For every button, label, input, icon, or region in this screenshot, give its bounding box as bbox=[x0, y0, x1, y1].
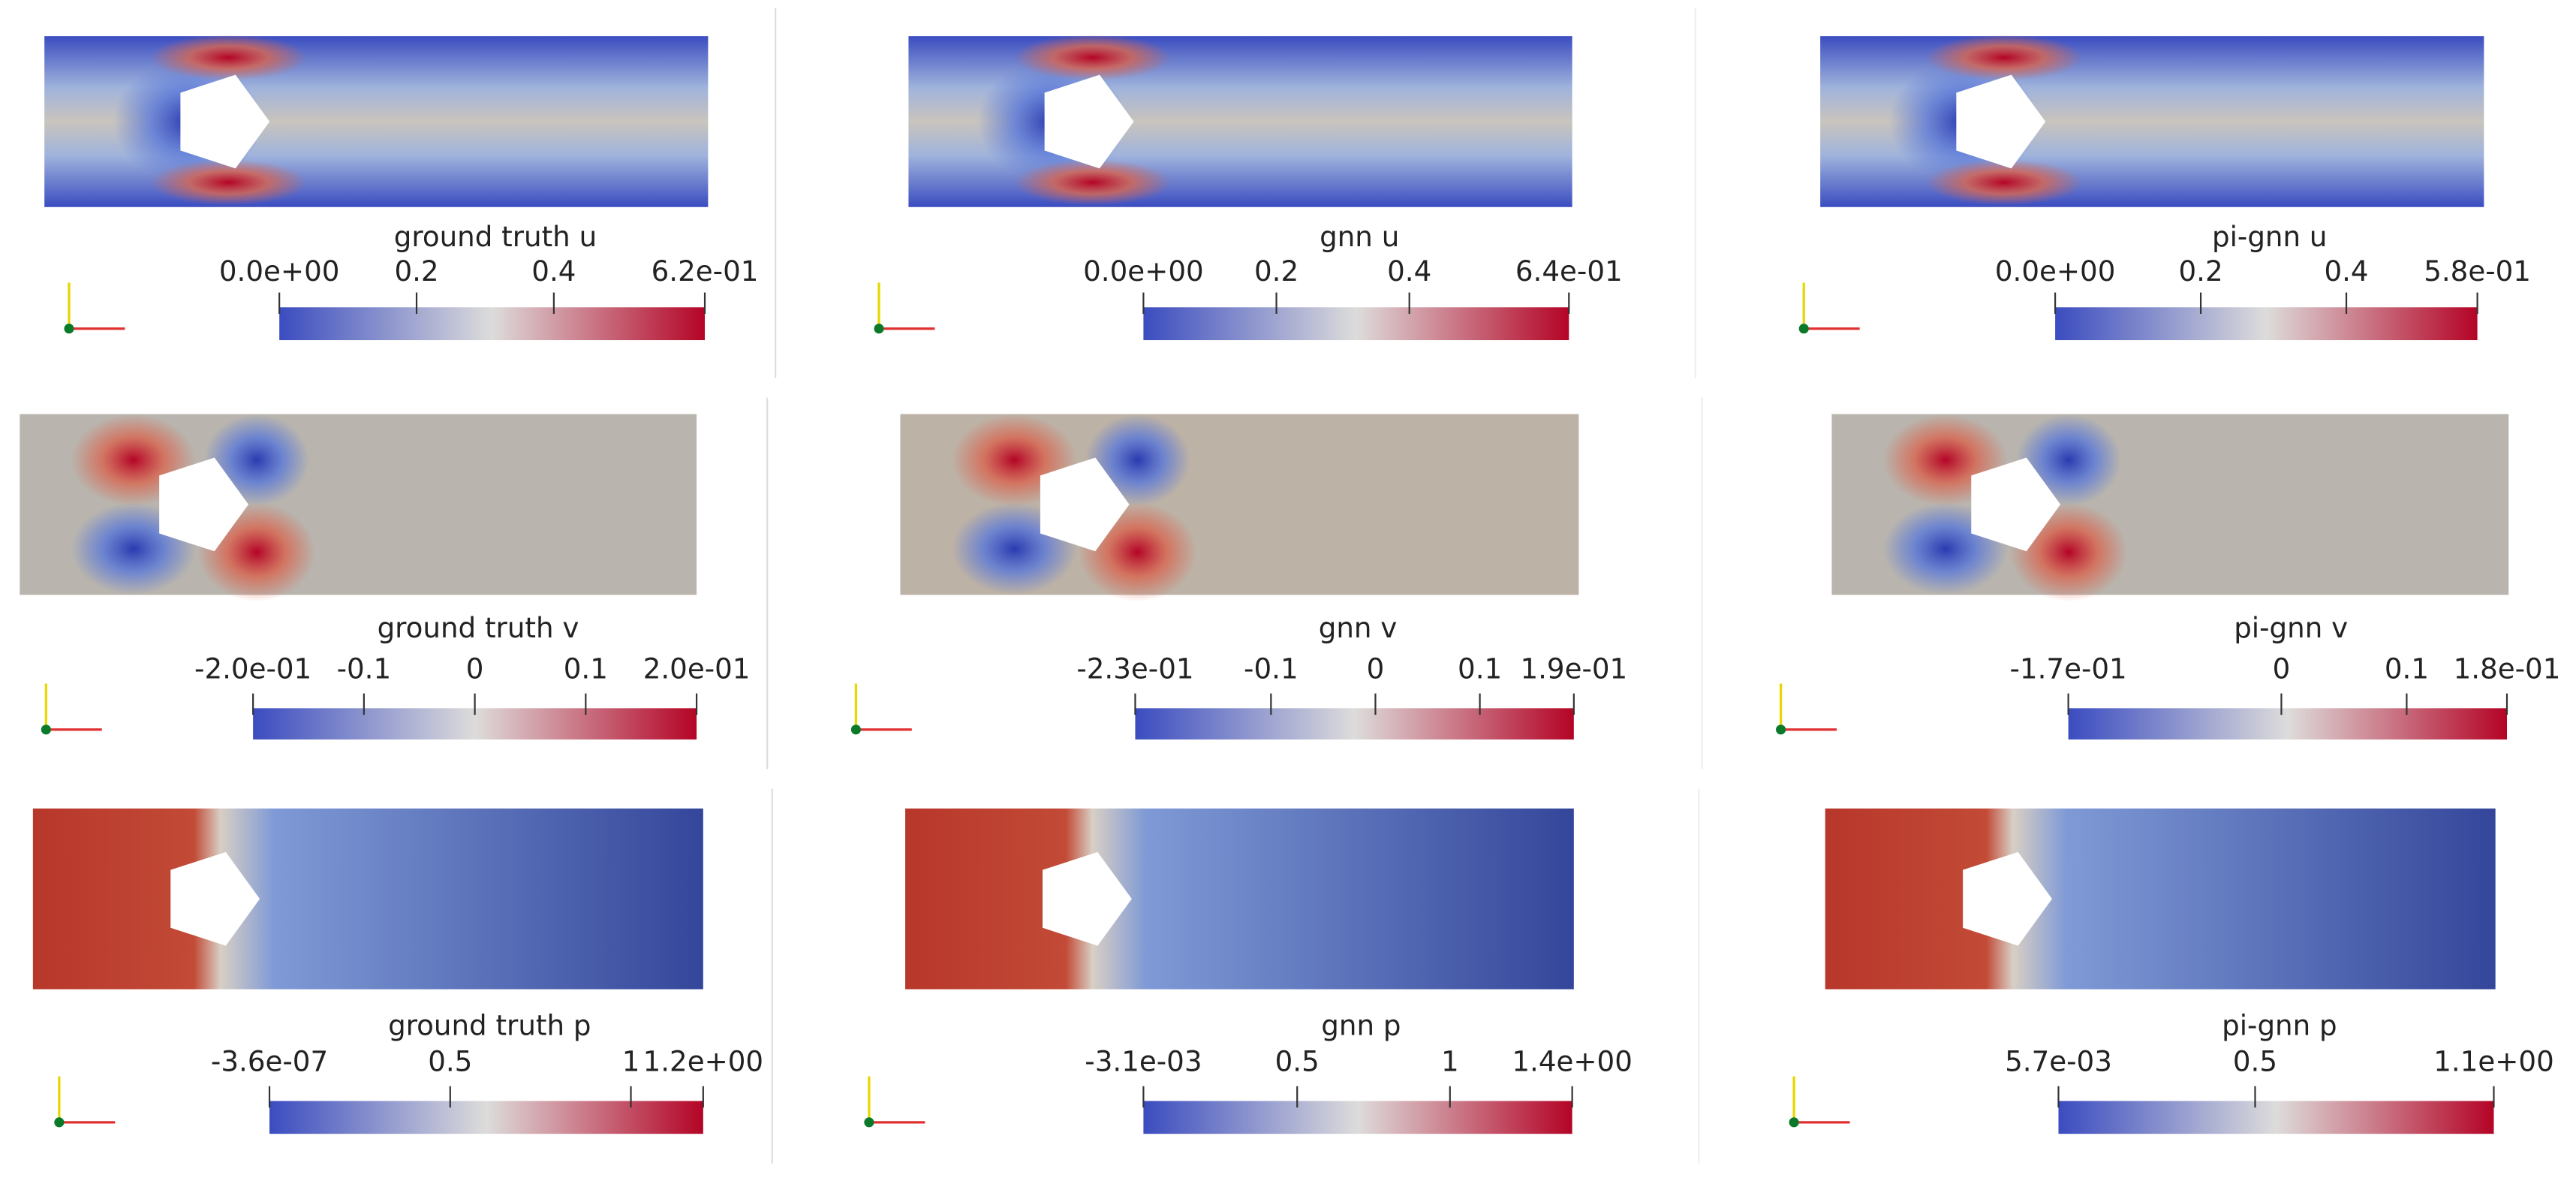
panel: ground truth p -3.6e-07 0.5 1 1.2e+00 bbox=[32, 808, 764, 1134]
tick-label: -0.1 bbox=[337, 652, 392, 685]
panel: ground truth u 0.0e+00 0.2 0.4 6.2e-01 bbox=[44, 34, 759, 341]
obstacle bbox=[1044, 74, 1134, 169]
panel: gnn v -2.3e-01 -0.1 0 0.1 1.9e-01 bbox=[850, 414, 1627, 740]
field-blob bbox=[149, 159, 308, 206]
colorbar bbox=[279, 307, 706, 341]
colorbar-title: pi-gnn v bbox=[2234, 611, 2348, 644]
panel: gnn u 0.0e+00 0.2 0.4 6.4e-01 bbox=[874, 34, 1623, 341]
colorbar bbox=[2058, 1101, 2494, 1134]
colorbar-title: pi-gnn p bbox=[2222, 1008, 2337, 1041]
panel: pi-gnn u 0.0e+00 0.2 0.4 5.8e-01 bbox=[1798, 34, 2531, 341]
tick-label: 1.8e-01 bbox=[2454, 652, 2561, 685]
tick-label: 0 bbox=[2273, 652, 2291, 685]
field-blob bbox=[1925, 159, 2084, 206]
panel: gnn p -3.1e-03 0.5 1 1.4e+00 bbox=[864, 808, 1633, 1134]
tick-label: -3.1e-03 bbox=[1085, 1045, 1202, 1078]
tick-label: 0.4 bbox=[531, 255, 576, 288]
colorbar-title: pi-gnn u bbox=[2212, 220, 2328, 253]
obstacle bbox=[180, 74, 270, 169]
axis-origin bbox=[1789, 1117, 1799, 1128]
tick-label: 0.4 bbox=[2324, 255, 2368, 288]
tick-label: 0.1 bbox=[2385, 652, 2429, 685]
axis-origin bbox=[1798, 324, 1809, 334]
panel: pi-gnn p 5.7e-03 0.5 1.1e+00 bbox=[1789, 808, 2554, 1134]
tick-label: 1.9e-01 bbox=[1520, 652, 1627, 685]
tick-label: 0.0e+00 bbox=[219, 255, 340, 288]
obstacle bbox=[159, 457, 249, 552]
obstacle bbox=[170, 851, 260, 946]
tick-label: 6.4e-01 bbox=[1515, 255, 1623, 288]
obstacle bbox=[1971, 457, 2061, 552]
axis-origin bbox=[64, 324, 74, 334]
axis-origin bbox=[874, 324, 884, 334]
obstacle bbox=[1043, 851, 1132, 946]
tick-label: -0.1 bbox=[1244, 652, 1299, 685]
tick-label: 6.2e-01 bbox=[652, 255, 759, 288]
tick-label: 0 bbox=[466, 652, 484, 685]
tick-label: -3.6e-07 bbox=[211, 1045, 328, 1078]
field bbox=[1825, 808, 2496, 990]
tick-label: 1 bbox=[1441, 1045, 1459, 1078]
axis-origin bbox=[54, 1117, 65, 1128]
colorbar bbox=[269, 1101, 703, 1134]
tick-label: -2.0e-01 bbox=[194, 652, 311, 685]
tick-label: -1.7e-01 bbox=[2010, 652, 2127, 685]
tick-label: -2.3e-01 bbox=[1076, 652, 1193, 685]
tick-label: 0.2 bbox=[2179, 255, 2223, 288]
panel: ground truth v -2.0e-01 -0.1 0 0.1 2.0e-01 bbox=[20, 414, 750, 740]
colorbar-title: gnn p bbox=[1321, 1008, 1401, 1041]
colorbar bbox=[1143, 1101, 1572, 1134]
axis-origin bbox=[850, 725, 861, 735]
panel: pi-gnn v -1.7e-01 0 0.1 1.8e-01 bbox=[1776, 414, 2560, 740]
tick-label: 0.5 bbox=[428, 1045, 472, 1078]
tick-label: 0.2 bbox=[394, 255, 438, 288]
tick-label: 1 bbox=[622, 1045, 640, 1078]
axis-origin bbox=[41, 725, 51, 735]
tick-label: 2.0e-01 bbox=[643, 652, 751, 685]
tick-label: 0.1 bbox=[1458, 652, 1502, 685]
colorbar bbox=[2068, 708, 2507, 740]
tick-label: 0.2 bbox=[1254, 255, 1299, 288]
tick-label: 0.4 bbox=[1387, 255, 1431, 288]
axis-origin bbox=[864, 1117, 874, 1128]
tick-label: 0.0e+00 bbox=[1995, 255, 2115, 288]
colorbar-title: gnn u bbox=[1320, 220, 1399, 253]
colorbar bbox=[2055, 307, 2478, 341]
field-blob bbox=[1925, 34, 2084, 81]
tick-label: 0.5 bbox=[1275, 1045, 1320, 1078]
colorbar-title: ground truth v bbox=[378, 611, 579, 644]
field bbox=[905, 808, 1574, 990]
field-blob bbox=[149, 34, 308, 81]
axis-origin bbox=[1776, 725, 1786, 735]
tick-label: 5.8e-01 bbox=[2424, 255, 2531, 288]
field-blob bbox=[1013, 34, 1172, 81]
tick-label: 0.5 bbox=[2233, 1045, 2277, 1078]
field bbox=[32, 808, 703, 990]
tick-label: 1.2e+00 bbox=[643, 1045, 764, 1078]
tick-label: 5.7e-03 bbox=[2005, 1045, 2112, 1078]
obstacle bbox=[1956, 74, 2046, 169]
colorbar bbox=[1143, 307, 1569, 341]
tick-label: 0.1 bbox=[564, 652, 608, 685]
colorbar-title: ground truth p bbox=[388, 1008, 591, 1041]
tick-label: 0 bbox=[1367, 652, 1385, 685]
obstacle bbox=[1040, 457, 1130, 552]
obstacle bbox=[1963, 851, 2052, 946]
colorbar-title: ground truth u bbox=[394, 220, 597, 253]
colorbar-title: gnn v bbox=[1319, 611, 1398, 644]
tick-label: 0.0e+00 bbox=[1083, 255, 1204, 288]
tick-label: 1.1e+00 bbox=[2433, 1045, 2553, 1078]
tick-label: 1.4e+00 bbox=[1512, 1045, 1633, 1078]
field-blob bbox=[1013, 159, 1172, 206]
colorbar bbox=[1135, 708, 1574, 740]
